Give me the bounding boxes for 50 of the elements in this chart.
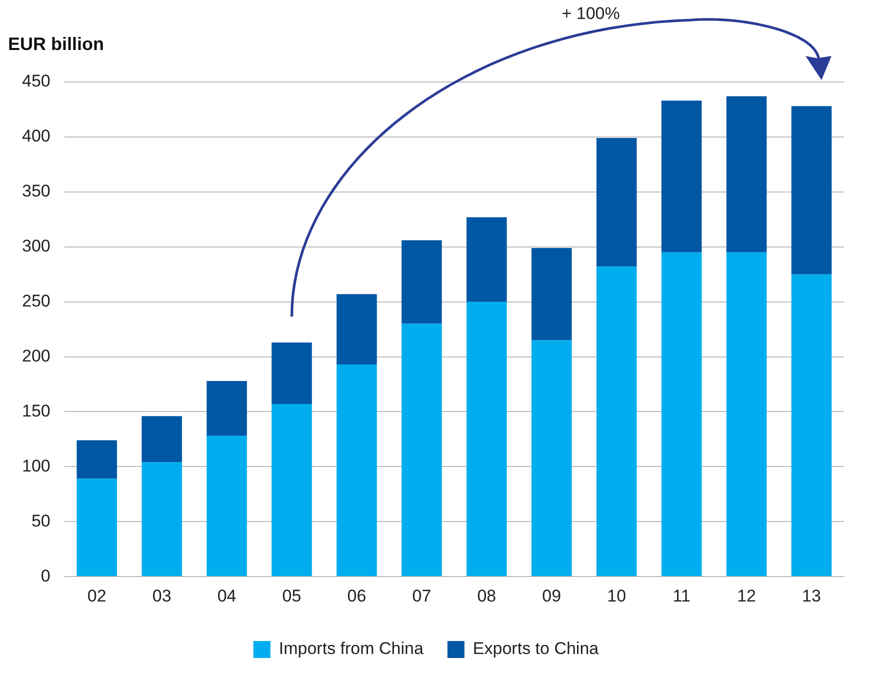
bar (466, 302, 507, 576)
bar (726, 96, 767, 252)
bar (661, 252, 702, 576)
y-tick-label: 200 (22, 346, 50, 366)
bar (142, 462, 182, 576)
bar (531, 248, 572, 340)
x-tick-label: 08 (477, 586, 496, 606)
y-tick-label: 300 (22, 236, 50, 256)
bar (596, 266, 637, 576)
bar (336, 364, 377, 576)
y-tick-label: 100 (22, 456, 50, 476)
bar (76, 440, 117, 479)
bar (76, 478, 117, 576)
x-tick-label: 13 (802, 586, 821, 606)
x-tick-label: 12 (737, 586, 756, 606)
bar (726, 252, 767, 576)
bar (336, 294, 377, 364)
bar (402, 240, 442, 324)
bar (531, 340, 572, 576)
bar (791, 274, 832, 576)
bar (206, 380, 247, 436)
legend-label: Exports to China (472, 639, 600, 658)
x-tick-label: 09 (542, 586, 562, 606)
y-tick-label: 400 (22, 126, 50, 146)
x-tick-label: 07 (412, 586, 432, 606)
bar (661, 100, 702, 252)
bar (596, 138, 637, 267)
x-tick-label: 06 (347, 586, 366, 606)
bar (466, 217, 507, 302)
bar (206, 436, 247, 576)
text: + 100% (562, 4, 620, 24)
x-tick-label: 03 (152, 586, 172, 606)
x-tick-label: 10 (607, 586, 626, 606)
bar (272, 404, 312, 576)
x-tick-label: 11 (672, 586, 690, 606)
y-tick-label: 50 (31, 511, 50, 530)
x-tick-label: 04 (217, 586, 236, 606)
legend-label: Imports from China (278, 639, 424, 658)
y-tick-label: 450 (22, 72, 50, 91)
x-tick-label: 05 (282, 586, 302, 606)
bar (142, 416, 182, 462)
y-tick-label: 250 (22, 292, 50, 311)
bar (272, 342, 312, 404)
y-axis-title: EUR billion (8, 34, 104, 55)
y-tick-label: 350 (22, 182, 50, 201)
y-tick-label: 150 (22, 401, 50, 420)
y-tick-label: 0 (40, 566, 50, 586)
bar (791, 106, 832, 274)
x-tick-label: 02 (87, 586, 106, 606)
bar (402, 324, 442, 576)
